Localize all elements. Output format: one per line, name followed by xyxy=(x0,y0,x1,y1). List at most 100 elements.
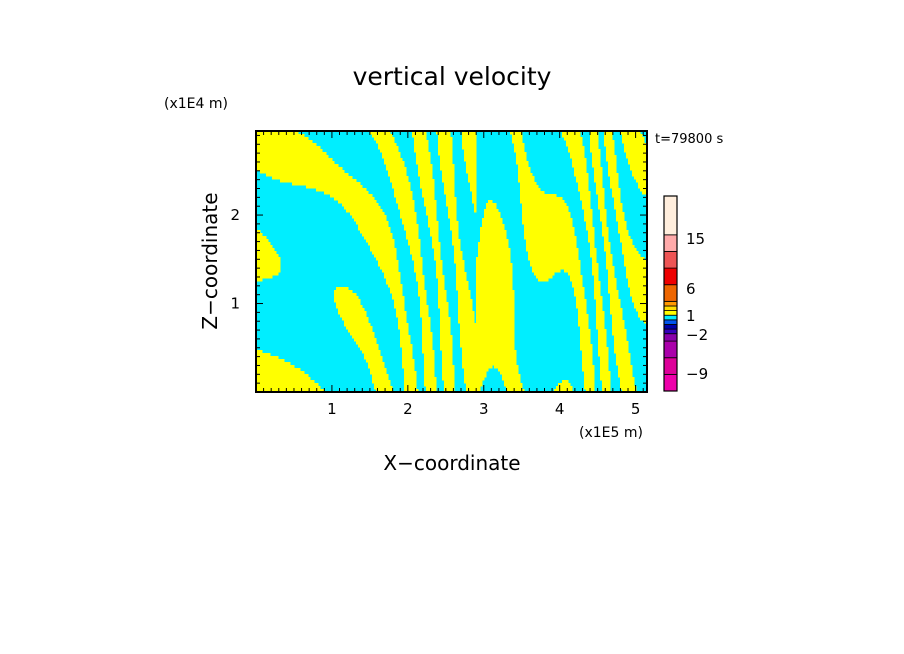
field-cell xyxy=(626,275,647,279)
colorbar-bin xyxy=(663,314,678,321)
field-cell xyxy=(634,176,647,180)
field-cell xyxy=(370,371,387,375)
field-cell xyxy=(520,194,557,198)
field-cell xyxy=(588,233,595,237)
field-cell xyxy=(620,380,635,384)
field-cell xyxy=(584,377,595,381)
field-cell xyxy=(440,320,451,324)
field-cell xyxy=(598,353,609,357)
field-cell xyxy=(598,203,605,207)
field-cell xyxy=(590,137,599,141)
field-cell xyxy=(622,140,645,144)
field-cell xyxy=(422,347,433,351)
field-cell xyxy=(436,272,443,276)
field-cell xyxy=(616,215,625,219)
field-cell xyxy=(578,323,589,327)
field-cell xyxy=(374,137,395,141)
field-cell xyxy=(452,230,459,234)
field-cell xyxy=(602,227,609,231)
field-cell xyxy=(440,335,453,339)
field-cell xyxy=(442,374,455,378)
field-cell xyxy=(418,287,425,291)
field-cell xyxy=(260,170,345,174)
field-cell xyxy=(586,221,593,225)
field-cell xyxy=(594,281,601,285)
x-tick-label: 4 xyxy=(555,400,565,418)
field-cell xyxy=(434,248,441,252)
field-cell xyxy=(580,326,589,330)
field-cell xyxy=(612,326,625,330)
field-cell xyxy=(580,197,591,201)
field-cell xyxy=(390,179,409,183)
field-cell xyxy=(608,161,617,165)
field-cell xyxy=(420,185,435,189)
field-cell xyxy=(576,179,589,183)
field-cell xyxy=(424,356,435,360)
field-cell xyxy=(462,146,477,150)
field-cell xyxy=(608,287,617,291)
chart-title: vertical velocity xyxy=(353,62,552,91)
field-cell xyxy=(440,326,451,330)
field-cell xyxy=(256,239,269,243)
field-cell xyxy=(590,248,597,252)
field-cell xyxy=(554,389,573,392)
field-cell xyxy=(590,242,595,246)
field-cell xyxy=(592,152,601,156)
field-cell xyxy=(334,299,361,303)
field-cell xyxy=(418,293,427,297)
field-cell xyxy=(432,236,439,240)
field-cell xyxy=(424,359,435,363)
field-cell xyxy=(462,365,493,369)
field-cell xyxy=(594,275,599,279)
field-cell xyxy=(600,374,611,378)
field-cell xyxy=(406,230,419,234)
field-cell xyxy=(520,188,541,192)
field-cell xyxy=(556,386,573,390)
field-cell xyxy=(576,176,589,180)
field-cell xyxy=(448,212,457,216)
field-cell xyxy=(580,344,593,348)
field-cell xyxy=(634,305,647,309)
field-cell xyxy=(606,149,615,153)
field-cell xyxy=(420,302,427,306)
field-cell xyxy=(476,272,513,276)
field-cell xyxy=(256,161,335,165)
field-cell xyxy=(596,311,605,315)
field-cell xyxy=(378,143,397,147)
field-cell xyxy=(402,356,413,360)
field-cell xyxy=(382,269,399,273)
field-cell xyxy=(630,293,647,297)
colorbar-bin xyxy=(663,373,678,392)
field-cell xyxy=(396,200,415,204)
field-cell xyxy=(374,383,391,387)
field-cell xyxy=(478,245,509,249)
field-cell xyxy=(568,272,581,276)
field-cell xyxy=(256,365,295,369)
field-cell xyxy=(416,152,431,156)
field-cell xyxy=(344,323,371,327)
field-cell xyxy=(524,233,575,237)
field-cell xyxy=(612,329,627,333)
field-cell xyxy=(414,266,423,270)
field-cell xyxy=(572,161,587,165)
field-cell xyxy=(622,137,645,141)
field-cell xyxy=(618,227,627,231)
field-cell xyxy=(594,293,601,297)
velocity-field xyxy=(256,131,647,392)
field-cell xyxy=(456,275,467,279)
field-cell xyxy=(410,251,421,255)
field-cell xyxy=(344,320,369,324)
field-cell xyxy=(580,332,591,336)
field-cell xyxy=(256,278,263,282)
field-cell xyxy=(358,227,391,231)
field-cell xyxy=(618,221,627,225)
colorbar-bin xyxy=(663,324,678,330)
field-cell xyxy=(256,272,279,276)
field-cell xyxy=(598,335,607,339)
colorbar-label: 6 xyxy=(686,280,696,298)
field-cell xyxy=(458,314,475,318)
field-cell xyxy=(386,278,401,282)
field-cell xyxy=(392,185,411,189)
field-cell xyxy=(476,281,513,285)
field-cell xyxy=(360,347,379,351)
